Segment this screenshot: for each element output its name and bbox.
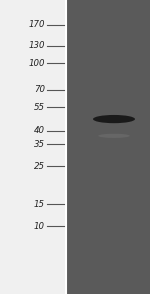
- Text: 25: 25: [34, 162, 45, 171]
- Ellipse shape: [93, 115, 135, 123]
- Text: 100: 100: [28, 59, 45, 68]
- Text: 35: 35: [34, 140, 45, 148]
- Text: 15: 15: [34, 200, 45, 209]
- Ellipse shape: [98, 134, 130, 138]
- FancyBboxPatch shape: [66, 0, 150, 294]
- Text: 70: 70: [34, 85, 45, 94]
- Text: 55: 55: [34, 103, 45, 112]
- Text: 10: 10: [34, 222, 45, 231]
- Text: 130: 130: [28, 41, 45, 50]
- FancyBboxPatch shape: [0, 0, 66, 294]
- Text: 170: 170: [28, 21, 45, 29]
- Text: 40: 40: [34, 126, 45, 135]
